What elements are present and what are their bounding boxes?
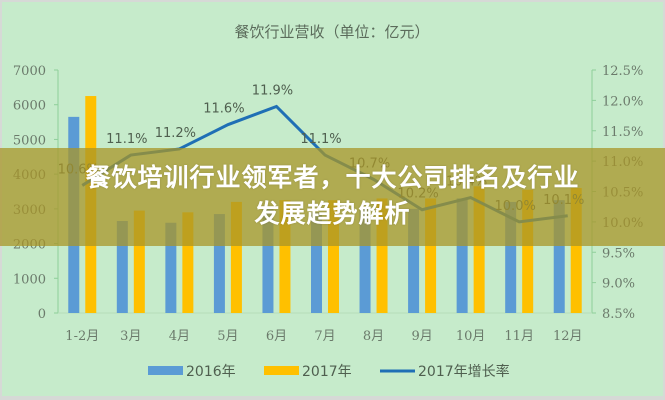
category-label: 1-2月 [65,329,99,344]
right-tick-label: 12.5% [602,64,643,79]
bar-2017年 [376,198,388,313]
bar-2017年 [328,200,339,313]
legend-label: 2016年 [186,364,236,380]
bar-2016年 [408,208,420,313]
headline-text: 餐饮培训行业领军者，十大公司排名及行业 发展趋势解析 [0,160,665,232]
headline-line-2: 发展趋势解析 [254,199,411,228]
bar-2016年 [262,207,274,313]
growth-rate-label: 11.1% [106,132,147,147]
bar-2017年 [279,200,291,313]
growth-rate-label: 11.1% [300,132,341,147]
left-tick-label: 5000 [13,133,46,148]
legend-swatch-2016年 [148,366,183,375]
bar-2017年 [182,212,194,313]
bar-2017年 [425,198,437,313]
growth-rate-label: 11.9% [252,83,293,98]
category-label: 10月 [456,329,486,344]
bar-2017年 [133,210,145,313]
right-tick-label: 9.0% [602,277,635,292]
left-tick-label: 1000 [13,272,46,287]
category-label: 7月 [314,329,335,344]
category-label: 4月 [169,329,190,344]
bar-2016年 [359,208,371,313]
category-label: 5月 [217,329,238,344]
bar-2016年 [553,200,565,313]
bar-2017年 [230,201,242,313]
growth-rate-label: 11.6% [203,102,244,117]
left-tick-label: 0 [38,307,46,322]
category-label: 11月 [504,329,534,344]
headline-line-1: 餐饮培训行业领军者，十大公司排名及行业 [85,163,580,192]
bar-2016年 [456,198,468,313]
bar-2017年 [522,189,534,313]
category-label: 3月 [120,329,141,344]
category-label: 12月 [553,329,583,344]
left-tick-label: 6000 [13,99,46,114]
legend-swatch-2017年 [264,366,299,375]
chart-title: 餐饮行业营收（单位：亿元） [234,23,429,41]
category-label: 9月 [411,329,432,344]
bar-2016年 [165,222,177,313]
right-tick-label: 8.5% [602,307,635,322]
right-tick-label: 11.5% [602,125,643,140]
category-label: 8月 [363,329,384,344]
bar-2016年 [311,212,322,313]
left-tick-label: 7000 [13,64,46,79]
growth-rate-label: 11.2% [155,126,196,141]
legend-label: 2017年增长率 [418,363,510,380]
bar-2016年 [116,221,128,313]
right-tick-label: 9.5% [602,246,635,261]
bar-2016年 [213,214,225,313]
category-label: 6月 [266,329,287,344]
bar-2017年 [570,188,582,313]
right-tick-label: 12.0% [602,94,643,109]
bar-2017年 [473,186,485,313]
headline-banner [0,148,665,246]
bar-2016年 [505,201,517,313]
legend-label: 2017年 [302,364,352,380]
